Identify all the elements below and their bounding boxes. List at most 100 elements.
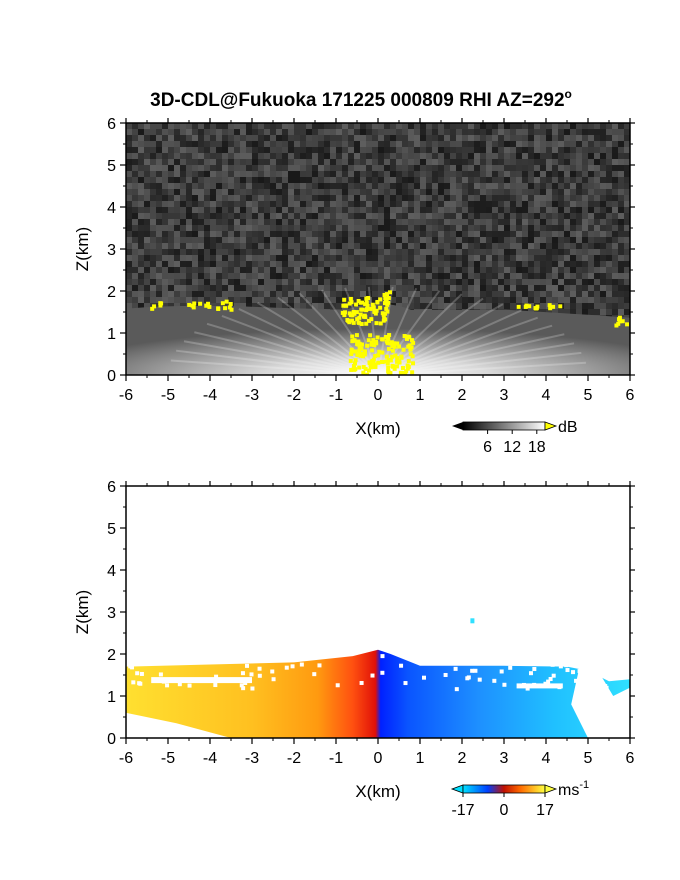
noise-cell	[450, 201, 456, 207]
noise-cell	[144, 189, 150, 195]
noise-cell	[360, 147, 366, 153]
noise-cell	[276, 153, 282, 159]
noise-cell	[192, 279, 198, 285]
noise-cell	[240, 207, 246, 213]
noise-cell	[162, 183, 168, 189]
noise-cell	[180, 123, 186, 129]
noise-cell	[432, 189, 438, 195]
noise-cell	[144, 219, 150, 225]
noise-cell	[306, 183, 312, 189]
noise-cell	[414, 249, 420, 255]
noise-cell	[570, 165, 576, 171]
noise-cell	[504, 237, 510, 243]
noise-cell	[354, 207, 360, 213]
noise-cell	[396, 189, 402, 195]
noise-cell	[276, 147, 282, 153]
data-gap	[473, 668, 478, 673]
saturated-cell	[374, 341, 379, 346]
noise-cell	[516, 213, 522, 219]
noise-cell	[258, 297, 264, 303]
noise-cell	[258, 153, 264, 159]
noise-cell	[264, 153, 270, 159]
noise-cell	[606, 177, 612, 183]
noise-cell	[216, 171, 222, 177]
noise-cell	[342, 225, 348, 231]
saturated-cell	[384, 292, 389, 297]
noise-cell	[396, 267, 402, 273]
noise-cell	[486, 255, 492, 261]
noise-cell	[216, 303, 222, 309]
noise-cell	[480, 183, 486, 189]
beam-ray	[176, 349, 379, 375]
noise-cell	[336, 159, 342, 165]
noise-cell	[582, 225, 588, 231]
noise-cell	[426, 249, 432, 255]
noise-cell	[294, 291, 300, 297]
noise-cell	[138, 195, 144, 201]
saturated-cell	[390, 344, 395, 349]
noise-cell	[384, 279, 390, 285]
noise-cell	[174, 213, 180, 219]
noise-cell	[246, 189, 252, 195]
noise-cell	[510, 171, 516, 177]
noise-cell	[552, 219, 558, 225]
noise-cell	[402, 189, 408, 195]
noise-cell	[594, 303, 600, 309]
noise-cell	[162, 147, 168, 153]
noise-cell	[618, 147, 624, 153]
noise-cell	[216, 189, 222, 195]
noise-cell	[504, 183, 510, 189]
noise-cell	[510, 279, 516, 285]
noise-cell	[600, 165, 606, 171]
noise-cell	[312, 147, 318, 153]
noise-cell	[504, 159, 510, 165]
noise-cell	[330, 291, 336, 297]
noise-cell	[426, 183, 432, 189]
noise-cell	[624, 171, 630, 177]
noise-cell	[582, 123, 588, 129]
noise-cell	[348, 207, 354, 213]
noise-cell	[474, 249, 480, 255]
noise-cell	[480, 165, 486, 171]
noise-cell	[192, 165, 198, 171]
noise-cell	[132, 135, 138, 141]
noise-cell	[546, 225, 552, 231]
noise-cell	[216, 153, 222, 159]
saturated-cell	[387, 290, 392, 295]
noise-cell	[618, 141, 624, 147]
noise-cell	[480, 123, 486, 129]
noise-cell	[534, 141, 540, 147]
noise-cell	[240, 303, 246, 309]
noise-cell	[168, 303, 174, 309]
noise-cell	[618, 123, 624, 129]
noise-cell	[234, 171, 240, 177]
noise-cell	[600, 147, 606, 153]
noise-cell	[552, 225, 558, 231]
data-gap	[625, 668, 630, 673]
noise-cell	[306, 303, 312, 309]
noise-cell	[168, 249, 174, 255]
saturated-cell	[373, 311, 378, 316]
noise-cell	[360, 153, 366, 159]
noise-cell	[348, 147, 354, 153]
noise-cell	[342, 243, 348, 249]
noise-cell	[444, 249, 450, 255]
noise-cell	[522, 261, 528, 267]
noise-cell	[360, 201, 366, 207]
noise-cell	[306, 165, 312, 171]
noise-cell	[318, 267, 324, 273]
noise-cell	[474, 165, 480, 171]
noise-cell	[228, 279, 234, 285]
noise-cell	[504, 279, 510, 285]
noise-cell	[408, 243, 414, 249]
noise-cell	[360, 237, 366, 243]
noise-cell	[468, 213, 474, 219]
colorbar-tick-label: 17	[536, 802, 554, 819]
noise-cell	[468, 147, 474, 153]
noise-cell	[522, 189, 528, 195]
noise-cell	[432, 249, 438, 255]
noise-cell	[228, 147, 234, 153]
noise-cell	[510, 177, 516, 183]
noise-cell	[246, 123, 252, 129]
noise-cell	[462, 165, 468, 171]
